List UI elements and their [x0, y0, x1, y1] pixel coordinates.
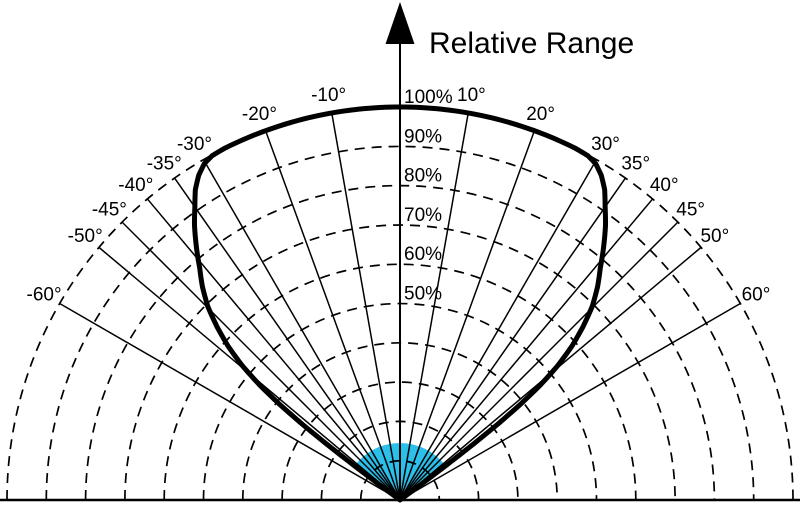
radial-grid-line	[264, 130, 401, 501]
angle-label: -45°	[92, 199, 127, 220]
radial-grid-line	[121, 221, 401, 501]
radial-grid-line	[202, 159, 401, 501]
percent-label: 90%	[404, 126, 442, 147]
angle-label: -40°	[118, 175, 153, 196]
angle-label: 45°	[676, 199, 705, 220]
percent-label: 70%	[404, 205, 442, 226]
radial-grid-line	[399, 221, 679, 501]
beam-pattern-curve	[191, 104, 609, 503]
radial-grid-line	[331, 112, 401, 501]
angle-label: -10°	[311, 85, 346, 106]
range-ring	[359, 459, 441, 501]
radial-grid-line	[399, 177, 627, 501]
percent-label: 50%	[404, 284, 442, 305]
percent-label: 80%	[404, 166, 442, 187]
angle-label: 20°	[526, 104, 555, 125]
percent-label: 60%	[404, 244, 442, 265]
angle-label: 30°	[591, 134, 620, 155]
angle-label: 35°	[621, 153, 650, 174]
range-ring	[281, 381, 519, 501]
angle-label: -50°	[68, 226, 103, 247]
radial-grid-line	[399, 198, 654, 501]
radial-grid-line	[399, 159, 598, 501]
angle-label: -60°	[27, 285, 62, 306]
angle-label: -30°	[177, 134, 212, 155]
angle-label: 10°	[457, 85, 486, 106]
range-ring	[45, 145, 755, 501]
radial-grid-line	[173, 177, 401, 501]
angle-label: -20°	[242, 104, 277, 125]
axis-arrowhead-icon	[385, 2, 415, 44]
angle-label: 60°	[742, 285, 771, 306]
radial-grid-line	[399, 302, 741, 501]
radial-grid-line	[59, 302, 401, 501]
radial-grid-line	[399, 112, 469, 501]
radial-grid-line	[399, 130, 536, 501]
percent-label: 100%	[404, 87, 453, 108]
angle-label: 50°	[700, 226, 729, 247]
chart-title: Relative Range	[429, 27, 635, 60]
radial-grid-line	[146, 198, 401, 501]
angle-label: 40°	[650, 175, 679, 196]
angle-label: -35°	[147, 153, 182, 174]
